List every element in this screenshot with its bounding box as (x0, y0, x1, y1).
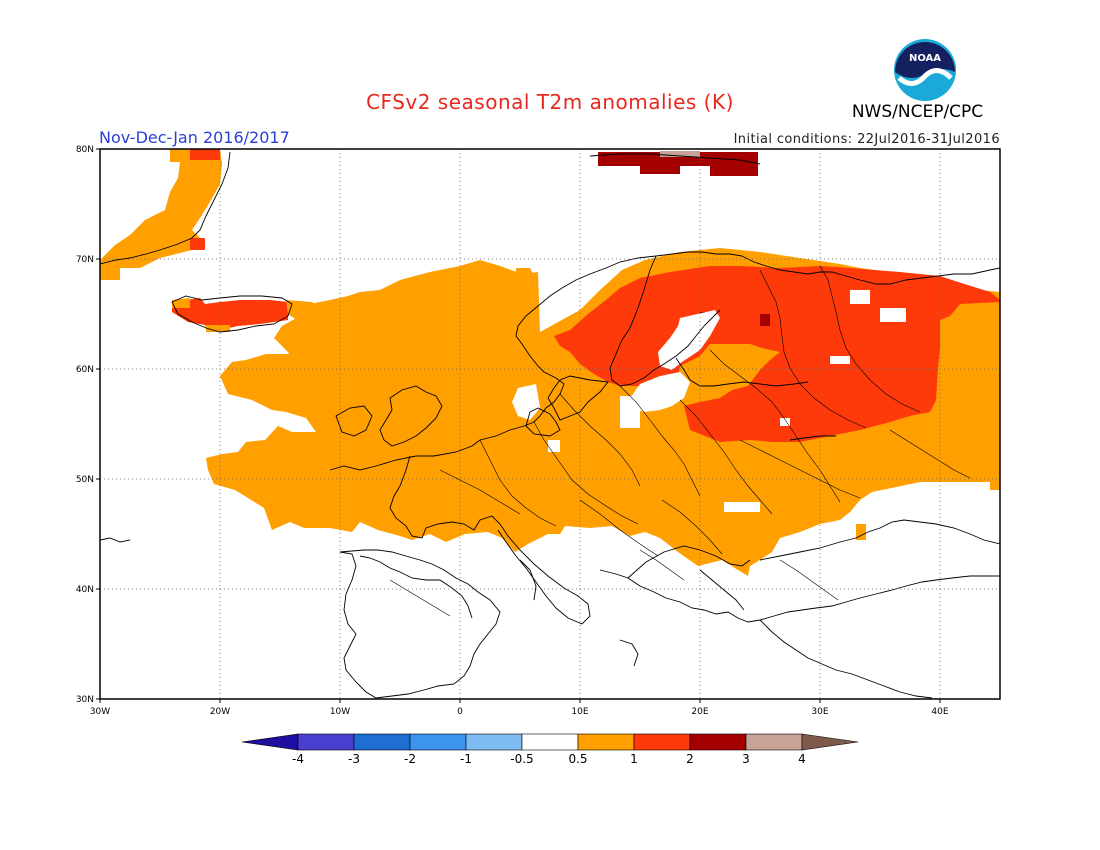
longitude-label: 30E (811, 707, 828, 717)
legend-swatch (689, 733, 747, 751)
legend-tick-label: 3 (742, 752, 750, 766)
legend-swatch (409, 733, 467, 751)
legend-tick-label: -3 (348, 752, 360, 766)
agency-label: NWS/NCEP/CPC (851, 102, 984, 122)
anomaly-fields (100, 149, 1000, 699)
legend-tick-label: -4 (292, 752, 304, 766)
legend-arrow-low (241, 733, 299, 751)
legend-swatch (353, 733, 411, 751)
legend-tick-label: -1 (460, 752, 472, 766)
legend-arrow-high (801, 733, 859, 751)
forecast-period: Nov-Dec-Jan 2016/2017 (99, 128, 290, 147)
svalbard-anomaly (598, 151, 758, 176)
latitude-label: 80N (76, 145, 94, 155)
map-frame (99, 148, 1001, 700)
legend-tick-label: -0.5 (510, 752, 533, 766)
legend-color-bar (241, 733, 859, 751)
svg-text:NOAA: NOAA (909, 53, 941, 64)
longitude-label: 20W (210, 707, 230, 717)
legend-tick-label: 1 (630, 752, 638, 766)
latitude-label: 50N (76, 475, 94, 485)
legend-swatch (465, 733, 523, 751)
legend-swatch (745, 733, 803, 751)
color-legend: -4 -3 -2 -1 -0.5 0.5 1 2 3 4 (241, 733, 859, 766)
latitude-label: 40N (76, 585, 94, 595)
coastlines (100, 151, 1000, 699)
longitude-label: 10W (330, 707, 350, 717)
anomaly-map: 80N 70N 60N 50N 40N 30N 30W 20W 10W 0 10E 20E 30E 40E (76, 145, 1001, 717)
longitude-label: 30W (90, 707, 110, 717)
latitude-label: 30N (76, 695, 94, 705)
map-title: CFSv2 seasonal T2m anomalies (K) (366, 90, 734, 114)
axis-labels: 80N 70N 60N 50N 40N 30N 30W 20W 10W 0 10E 20E 30E 40E (76, 145, 949, 717)
country-borders (389, 265, 971, 617)
legend-swatch (297, 733, 355, 751)
latitude-label: 60N (76, 365, 94, 375)
initial-conditions: Initial conditions: 22Jul2016-31Jul2016 (733, 132, 1000, 147)
legend-tick-labels: -4 -3 -2 -1 -0.5 0.5 1 2 3 4 (292, 752, 806, 766)
longitude-label: 40E (931, 707, 948, 717)
noaa-logo: NOAA (894, 39, 956, 101)
legend-tick-label: -2 (404, 752, 416, 766)
legend-swatch (633, 733, 691, 751)
legend-tick-label: 4 (798, 752, 806, 766)
longitude-label: 20E (691, 707, 708, 717)
longitude-label: 10E (571, 707, 588, 717)
latitude-label: 70N (76, 255, 94, 265)
longitude-label: 0 (457, 707, 463, 717)
legend-swatch (521, 733, 579, 751)
greenland-anomaly (100, 149, 222, 280)
iceland-anomaly (172, 298, 288, 332)
legend-tick-label: 2 (686, 752, 694, 766)
legend-swatch (577, 733, 635, 751)
legend-tick-label: 0.5 (568, 752, 587, 766)
